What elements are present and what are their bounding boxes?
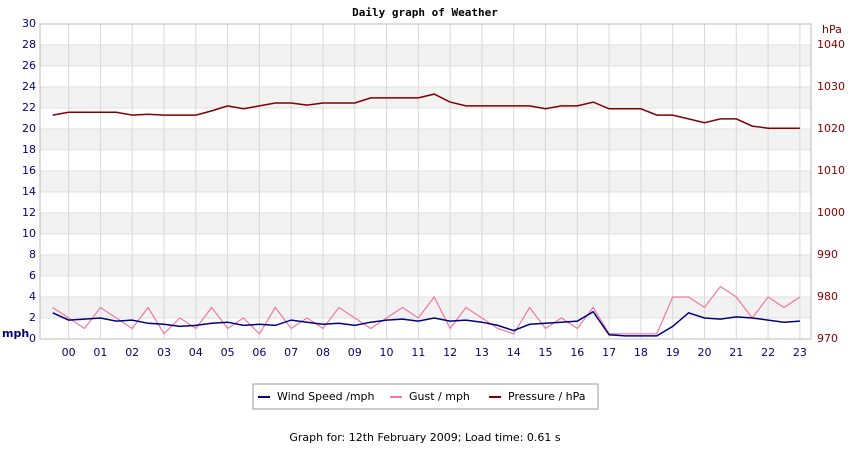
y-tick-label: 10 bbox=[22, 227, 36, 240]
x-tick-label: 05 bbox=[221, 346, 235, 359]
y-tick-label: 6 bbox=[29, 269, 36, 282]
y-tick-label: 22 bbox=[22, 101, 36, 114]
y-axis-label: mph bbox=[2, 327, 29, 340]
grid-band bbox=[40, 45, 811, 66]
y-tick-label: 30 bbox=[22, 17, 36, 30]
plot-frame bbox=[39, 23, 812, 340]
y-tick-label: 18 bbox=[22, 143, 36, 156]
x-tick-label: 10 bbox=[380, 346, 394, 359]
x-tick-label: 06 bbox=[252, 346, 266, 359]
x-tick-label: 01 bbox=[93, 346, 107, 359]
y-tick-label: 0 bbox=[29, 332, 36, 345]
legend bbox=[252, 383, 599, 410]
x-tick-label: 07 bbox=[284, 346, 298, 359]
y2-tick-label: 980 bbox=[817, 290, 838, 303]
x-tick-label: 17 bbox=[602, 346, 616, 359]
x-tick-label: 20 bbox=[697, 346, 711, 359]
grid-band bbox=[40, 87, 811, 108]
y2-tick-label: 1040 bbox=[817, 38, 845, 51]
y-tick-label: 4 bbox=[29, 290, 36, 303]
grid-band bbox=[40, 171, 811, 192]
x-tick-label: 04 bbox=[189, 346, 203, 359]
x-tick-label: 19 bbox=[666, 346, 680, 359]
y-tick-label: 16 bbox=[22, 164, 36, 177]
y-tick-label: 20 bbox=[22, 122, 36, 135]
y2-tick-label: 1030 bbox=[817, 80, 845, 93]
x-tick-label: 08 bbox=[316, 346, 330, 359]
chart-title: Daily graph of Weather bbox=[352, 6, 498, 19]
series-line bbox=[52, 310, 800, 337]
grid-band bbox=[40, 255, 811, 276]
legend-label: Wind Speed /mph bbox=[277, 390, 375, 403]
x-tick-label: 11 bbox=[411, 346, 425, 359]
series-line bbox=[52, 285, 801, 335]
footer: Graph for: 12th February 2009; Load time… bbox=[289, 431, 561, 444]
x-tick-label: 14 bbox=[507, 346, 521, 359]
series-line bbox=[52, 93, 800, 129]
legend-label: Gust / mph bbox=[409, 390, 470, 403]
x-tick-label: 12 bbox=[443, 346, 457, 359]
y-tick-label: 26 bbox=[22, 59, 36, 72]
x-tick-label: 13 bbox=[475, 346, 489, 359]
x-tick-label: 00 bbox=[62, 346, 76, 359]
legend-label: Pressure / hPa bbox=[508, 390, 586, 403]
y2-axis-label: hPa bbox=[822, 23, 842, 36]
y-tick-label: 12 bbox=[22, 206, 36, 219]
x-tick-label: 03 bbox=[157, 346, 171, 359]
y2-tick-label: 990 bbox=[817, 248, 838, 261]
x-tick-label: 21 bbox=[729, 346, 743, 359]
y-tick-label: 8 bbox=[29, 248, 36, 261]
y-tick-label: 24 bbox=[22, 80, 36, 93]
grid-band bbox=[40, 213, 811, 234]
x-tick-label: 23 bbox=[793, 346, 807, 359]
y2-tick-label: 970 bbox=[817, 332, 838, 345]
y2-tick-label: 1000 bbox=[817, 206, 845, 219]
y-tick-label: 28 bbox=[22, 38, 36, 51]
x-tick-label: 22 bbox=[761, 346, 775, 359]
x-tick-label: 15 bbox=[539, 346, 553, 359]
x-tick-label: 16 bbox=[570, 346, 584, 359]
y2-tick-label: 1020 bbox=[817, 122, 845, 135]
x-tick-label: 18 bbox=[634, 346, 648, 359]
y2-tick-label: 1010 bbox=[817, 164, 845, 177]
y-tick-label: 2 bbox=[29, 311, 36, 324]
y-tick-label: 14 bbox=[22, 185, 36, 198]
x-tick-label: 09 bbox=[348, 346, 362, 359]
grid-band bbox=[40, 129, 811, 150]
x-tick-label: 02 bbox=[125, 346, 139, 359]
